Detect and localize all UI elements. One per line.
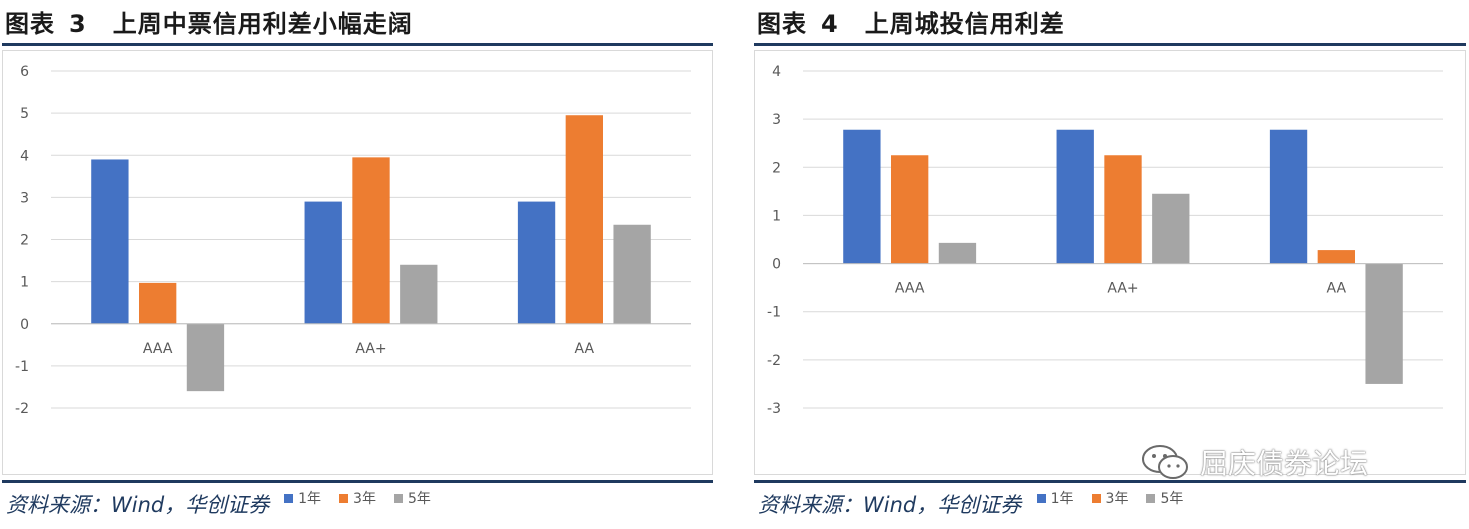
bar [139,282,177,324]
bar-chart: -3 -2 -1 0 1 2 3 4 AAA AA+ AA [767,64,1443,417]
y-tick-label: -1 [767,305,781,321]
y-tick-label: 1 [20,275,29,291]
watermark: 屈庆债券论坛 [1140,442,1368,482]
bar [565,115,603,324]
legend-swatch-3y [339,493,349,503]
chart-area: -2 -1 0 1 2 3 4 5 6 AAA AA+ AA 1年 3年 5年 [2,50,713,507]
bar [1056,129,1094,264]
bottom-rule [754,480,1466,483]
legend-item-3y: 3年 [1091,488,1129,508]
chart-panel-left: 图表 3 上周中票信用利差小幅走阔 -2 -1 0 1 2 3 4 5 6 AAA AA+ AA 1年 3… [0,0,716,529]
bar [91,159,129,324]
source-note: 资料来源：Wind，华创证券 [758,493,1022,517]
x-category-label: AAA [895,281,925,297]
legend-label: 1年 [298,491,322,507]
bar [613,224,651,324]
y-tick-label: -3 [767,401,781,417]
y-tick-label: 6 [20,64,29,80]
bar-chart: -2 -1 0 1 2 3 4 5 6 AAA AA+ AA [15,64,691,417]
title-label: 图表 [757,10,807,38]
legend-swatch-5y [393,493,403,503]
y-tick-label: 1 [772,208,781,224]
x-category-label: AA [1327,281,1347,297]
legend-item-5y: 5年 [1146,488,1183,508]
chart-legend: 1年 3年 5年 [755,488,1465,508]
y-tick-label: -2 [767,353,781,369]
y-tick-label: 3 [20,190,29,206]
bar [517,201,556,324]
legend-swatch-1y [1036,493,1046,503]
y-tick-label: 0 [772,257,781,273]
legend-label: 5年 [407,491,431,507]
legend-swatch-3y [1091,493,1101,503]
x-category-label: AA+ [355,341,386,357]
watermark-text: 屈庆债券论坛 [1200,447,1369,480]
bar [1104,155,1142,264]
x-category-label: AAA [143,341,173,357]
legend-label: 3年 [1105,491,1129,507]
bottom-rule [2,480,713,483]
panel-title: 图表 3 上周中票信用利差小幅走阔 [5,4,413,39]
y-tick-label: 4 [772,64,781,80]
chart-legend: 1年 3年 5年 [3,488,712,508]
bar [1365,263,1403,384]
legend-item-5y: 5年 [393,488,431,508]
y-tick-label: 4 [20,148,29,164]
x-category-label: AA [575,341,595,357]
wechat-icon [1142,445,1188,479]
legend-item-1y: 1年 [1036,488,1074,508]
legend-item-1y: 1年 [284,488,321,508]
y-tick-label: 3 [772,112,781,128]
bar [891,155,929,264]
bar [843,129,881,264]
y-tick-label: -2 [15,401,29,417]
legend-swatch-1y [284,493,294,503]
bar [186,323,225,392]
y-tick-label: 0 [20,317,29,333]
title-label: 图表 [5,10,55,38]
chart-panel-right: 图表 4 上周城投信用利差 -3 -2 -1 0 1 2 3 4 AAA AA+ AA 1年 3年 5年… [752,0,1469,529]
bar [938,242,977,264]
bar [304,201,342,324]
bar [1317,250,1355,264]
legend-label: 1年 [1050,491,1074,507]
title-text: 上周城投信用利差 [864,10,1065,38]
legend-swatch-5y [1146,493,1156,503]
bar [400,264,438,324]
title-text: 上周中票信用利差小幅走阔 [112,10,413,38]
bar [1269,129,1308,264]
y-tick-label: -1 [15,359,29,375]
panel-title: 图表 4 上周城投信用利差 [757,4,1065,39]
chart-area: -3 -2 -1 0 1 2 3 4 AAA AA+ AA 1年 3年 5年 [754,50,1466,507]
title-number: 4 [821,10,839,38]
title-rule [2,43,713,46]
legend-label: 5年 [1160,491,1184,507]
bar [1152,193,1190,264]
legend-label: 3年 [353,491,376,507]
title-number: 3 [69,10,87,38]
y-tick-label: 5 [20,106,29,122]
x-category-label: AA+ [1107,281,1138,297]
y-tick-label: 2 [772,160,781,176]
legend-item-3y: 3年 [339,488,376,508]
y-tick-label: 2 [20,233,29,249]
bar [352,157,390,324]
title-rule [754,43,1466,46]
source-note: 资料来源：Wind，华创证券 [6,493,270,517]
